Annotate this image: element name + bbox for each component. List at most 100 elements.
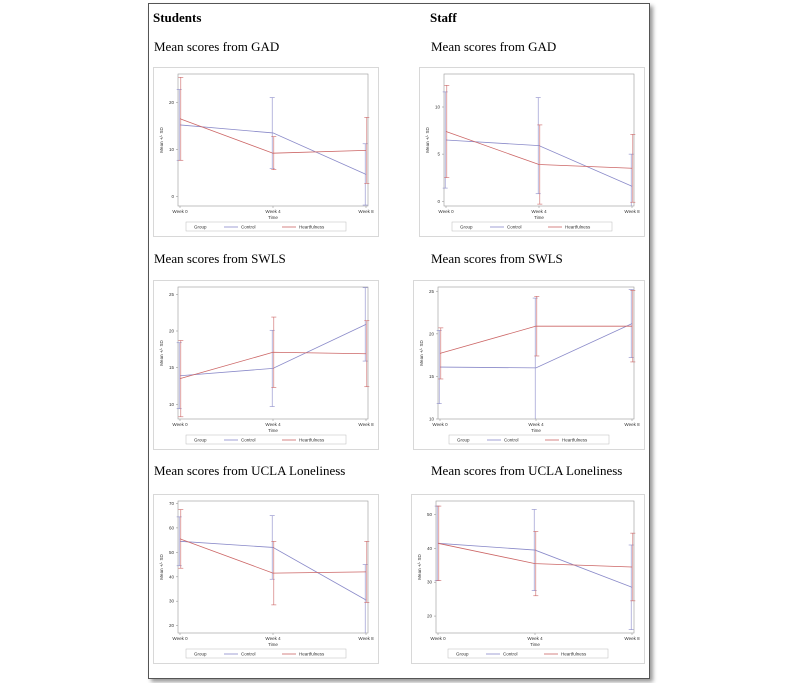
- series-line-control: [179, 324, 367, 377]
- legend-box: [451, 221, 613, 232]
- series-line-heartfulness: [179, 351, 367, 380]
- legend-label-control: Control: [241, 225, 256, 230]
- y-tick-label: 50: [427, 512, 433, 517]
- students-swls-title: Mean scores from SWLS: [154, 251, 286, 266]
- y-axis-label: Mean +/- SD: [419, 340, 424, 366]
- legend-box: [447, 648, 609, 659]
- series-line-heartfulness: [437, 542, 633, 568]
- x-tick-label: Week 8: [358, 636, 374, 641]
- plot-area: [435, 500, 635, 634]
- y-tick-label: 20: [429, 331, 435, 336]
- legend-title: Group: [194, 225, 207, 230]
- x-tick-label: Week 0: [438, 209, 454, 214]
- y-axis-label: Mean +/- SD: [159, 554, 164, 580]
- y-axis-label: Mean +/- SD: [159, 340, 164, 366]
- staff-swls-chart: 10 15 20 25 Week 0 Week 4 Week 8 Time Mean +/- S…: [413, 280, 645, 450]
- legend-box: [448, 434, 610, 445]
- x-tick-label: Week 0: [430, 636, 446, 641]
- x-tick-label: Week 8: [624, 422, 640, 427]
- staff-gad-svg: 0 5 10 Week 0 Week 4 Week 8 Time Mean +/- SD Gro…: [425, 73, 640, 232]
- y-tick-label: 30: [427, 580, 433, 585]
- series-line-control: [179, 124, 367, 175]
- legend-label-heartfulness: Heartfulness: [562, 438, 588, 443]
- x-tick-label: Week 8: [358, 422, 374, 427]
- legend-title: Group: [456, 652, 469, 657]
- legend-label-control: Control: [503, 652, 518, 657]
- y-tick-label: 25: [429, 289, 435, 294]
- x-axis-label: Time: [268, 215, 278, 220]
- series-line-heartfulness: [439, 325, 632, 354]
- staff-heading: Staff: [430, 10, 457, 25]
- students-ucla-chart: 20 30 40 50 60 70 Week 0 Week 4 Week 8 Time Mean +…: [153, 494, 379, 664]
- legend-label-heartfulness: Heartfulness: [299, 225, 325, 230]
- plot-area: [437, 286, 635, 420]
- y-tick-label: 10: [435, 105, 441, 110]
- series-line-control: [439, 323, 633, 369]
- staff-ucla-title: Mean scores from UCLA Loneliness: [431, 463, 623, 478]
- series-line-heartfulness: [445, 131, 633, 169]
- staff-gad-chart: 0 5 10 Week 0 Week 4 Week 8 Time Mean +/- SD Gro…: [419, 67, 645, 237]
- legend-label-control: Control: [241, 438, 256, 443]
- y-tick-label: 20: [427, 614, 433, 619]
- x-axis-label: Time: [531, 428, 541, 433]
- x-tick-label: Week 0: [172, 636, 188, 641]
- legend-label-control: Control: [507, 225, 522, 230]
- x-axis-label: Time: [268, 642, 278, 647]
- legend-title: Group: [457, 438, 470, 443]
- y-axis-label: Mean +/- SD: [417, 554, 422, 580]
- plot-area: [443, 73, 635, 207]
- x-axis-label: Time: [530, 642, 540, 647]
- legend-title: Group: [194, 652, 207, 657]
- series-line-control: [179, 540, 367, 601]
- x-tick-label: Week 8: [624, 636, 640, 641]
- y-tick-label: 5: [437, 152, 440, 157]
- series-line-heartfulness: [179, 538, 367, 574]
- y-tick-label: 20: [169, 623, 175, 628]
- x-tick-label: Week 0: [172, 209, 188, 214]
- series-line-control: [445, 139, 633, 187]
- students-heading: Students: [153, 10, 202, 25]
- x-tick-label: Week 8: [358, 209, 374, 214]
- x-tick-label: Week 4: [265, 209, 281, 214]
- staff-ucla-chart: 20 30 40 50 Week 0 Week 4 Week 8 Time Mean +/- S…: [411, 494, 645, 664]
- figure-page: Students Staff Mean scores from GAD Mean…: [148, 3, 650, 679]
- x-tick-label: Week 0: [432, 422, 448, 427]
- y-tick-label: 40: [427, 546, 433, 551]
- x-tick-label: Week 0: [172, 422, 188, 427]
- legend-box: [185, 221, 347, 232]
- x-tick-label: Week 4: [527, 636, 543, 641]
- staff-swls-title: Mean scores from SWLS: [431, 251, 563, 266]
- y-tick-label: 15: [169, 365, 175, 370]
- y-tick-label: 10: [169, 147, 175, 152]
- x-tick-label: Week 4: [528, 422, 544, 427]
- students-swls-svg: 10 15 20 25 Week 0 Week 4 Week 8 Time Mean +/- S…: [159, 286, 374, 445]
- y-tick-label: 30: [169, 599, 175, 604]
- plot-area: [177, 73, 369, 207]
- legend-label-heartfulness: Heartfulness: [565, 225, 591, 230]
- legend-box: [185, 434, 347, 445]
- legend-label-heartfulness: Heartfulness: [299, 438, 325, 443]
- x-tick-label: Week 8: [624, 209, 640, 214]
- y-tick-label: 70: [169, 501, 175, 506]
- students-gad-chart: 0 10 20 Week 0 Week 4 Week 8 Time Mean +/- SD Gr…: [153, 67, 379, 237]
- students-gad-title: Mean scores from GAD: [154, 39, 280, 54]
- plot-area: [177, 500, 369, 634]
- y-tick-label: 10: [429, 417, 435, 422]
- y-tick-label: 20: [169, 100, 175, 105]
- legend-label-heartfulness: Heartfulness: [561, 652, 587, 657]
- students-ucla-title: Mean scores from UCLA Loneliness: [154, 463, 346, 478]
- staff-ucla-svg: 20 30 40 50 Week 0 Week 4 Week 8 Time Mean +/- S…: [417, 500, 640, 659]
- y-tick-label: 60: [169, 525, 175, 530]
- y-axis-label: Mean +/- SD: [159, 127, 164, 153]
- y-tick-label: 15: [429, 374, 435, 379]
- x-tick-label: Week 4: [531, 209, 547, 214]
- y-axis-label: Mean +/- SD: [425, 127, 430, 153]
- x-axis-label: Time: [534, 215, 544, 220]
- x-tick-label: Week 4: [265, 422, 281, 427]
- y-tick-label: 20: [169, 329, 175, 334]
- legend-label-heartfulness: Heartfulness: [299, 652, 325, 657]
- staff-swls-svg: 10 15 20 25 Week 0 Week 4 Week 8 Time Mean +/- S…: [419, 286, 640, 445]
- y-tick-label: 0: [171, 194, 174, 199]
- x-tick-label: Week 4: [265, 636, 281, 641]
- y-tick-label: 10: [169, 402, 175, 407]
